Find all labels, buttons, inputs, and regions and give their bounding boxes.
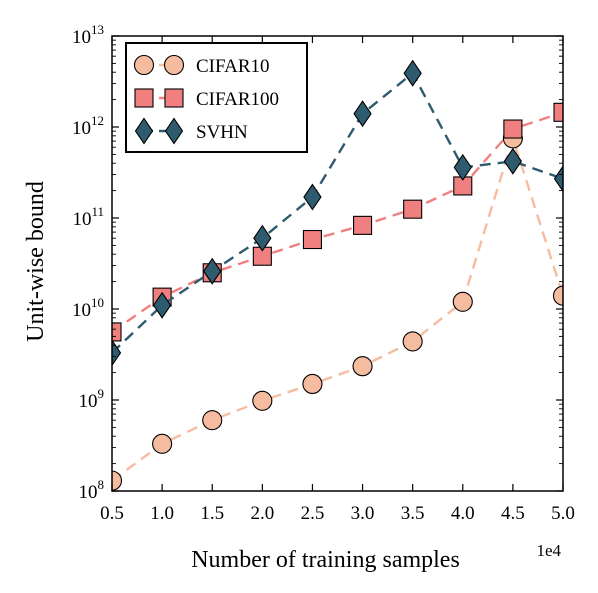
- data-point-svhn: [253, 224, 272, 252]
- data-point-cifar100: [112, 322, 122, 342]
- legend-label-svhn: SVHN: [196, 122, 248, 143]
- x-tick-label: 3.5: [401, 503, 425, 524]
- data-point-cifar10: [252, 390, 273, 411]
- x-tick-label: 4.5: [501, 503, 525, 524]
- legend: CIFAR10 CIFAR100 SVHN: [125, 42, 308, 153]
- data-point-svhn: [152, 291, 172, 319]
- series-line-svhn: [112, 71, 563, 354]
- data-point-svhn: [453, 153, 472, 181]
- data-point-svhn: [303, 183, 322, 211]
- legend-label-cifar10: CIFAR10: [196, 56, 270, 77]
- y-tick-label: 1013: [72, 22, 104, 48]
- y-tick-label: 1011: [72, 204, 104, 230]
- legend-marker-cifar100: [134, 88, 154, 108]
- data-point-cifar100: [302, 229, 322, 250]
- legend-marker-svhn: [164, 117, 184, 145]
- x-tick-label: 5.0: [551, 503, 575, 524]
- data-point-cifar100: [403, 199, 423, 219]
- legend-entry-cifar10: CIFAR10: [133, 54, 270, 77]
- data-point-cifar10: [552, 285, 563, 306]
- x-tick-label: 4.0: [451, 503, 475, 524]
- data-point-cifar10: [152, 433, 173, 454]
- legend-label-cifar100: CIFAR100: [196, 89, 279, 110]
- x-tick-label: 0.5: [100, 503, 124, 524]
- x-axis-title: Number of training samples: [191, 547, 460, 573]
- data-point-svhn: [353, 100, 372, 128]
- series-layer: [112, 59, 563, 491]
- data-point-cifar10: [402, 331, 423, 352]
- x-tick-label: 1.0: [150, 503, 174, 524]
- data-point-cifar100: [553, 102, 563, 122]
- series-line-cifar100: [112, 111, 563, 333]
- legend-box: [125, 42, 308, 153]
- legend-marker-cifar10: [133, 54, 155, 76]
- data-point-cifar10: [452, 291, 473, 312]
- ticks-layer: 0.5 1.0 1.5 2.0 2.5 3.0 3.5 4.0 4.5 5.0 108 109 1010…: [72, 22, 575, 524]
- data-point-svhn: [503, 147, 523, 175]
- data-point-cifar100: [503, 119, 523, 139]
- legend-entry-svhn: SVHN: [134, 117, 248, 145]
- y-tick-label: 1010: [72, 295, 104, 321]
- legend-marker-svhn: [134, 117, 154, 145]
- plot-frame: [111, 35, 564, 492]
- legend-marker-cifar100: [164, 88, 184, 108]
- data-point-cifar10: [202, 410, 223, 431]
- legend-marker-cifar10: [163, 54, 185, 76]
- data-point-svhn: [203, 257, 222, 285]
- legend-entry-cifar100: CIFAR100: [134, 88, 279, 110]
- data-point-svhn: [112, 339, 122, 367]
- series-svhn: [112, 59, 563, 367]
- x-tick-label: 2.5: [301, 503, 325, 524]
- data-point-cifar100: [353, 215, 373, 235]
- y-axis-title: Unit-wise bound: [23, 181, 49, 342]
- data-point-cifar10: [302, 373, 323, 395]
- x-tick-label: 2.0: [250, 503, 274, 524]
- x-axis-offset-label: 1e4: [536, 541, 561, 560]
- data-point-svhn: [553, 165, 563, 193]
- x-tick-label: 3.0: [351, 503, 375, 524]
- x-tick-label: 1.5: [200, 503, 224, 524]
- data-point-svhn: [403, 59, 422, 87]
- y-tick-label: 109: [79, 386, 105, 412]
- y-tick-label: 108: [79, 477, 105, 503]
- data-point-cifar10: [112, 470, 123, 491]
- data-point-cifar10: [352, 356, 373, 377]
- y-tick-label: 1012: [72, 113, 104, 139]
